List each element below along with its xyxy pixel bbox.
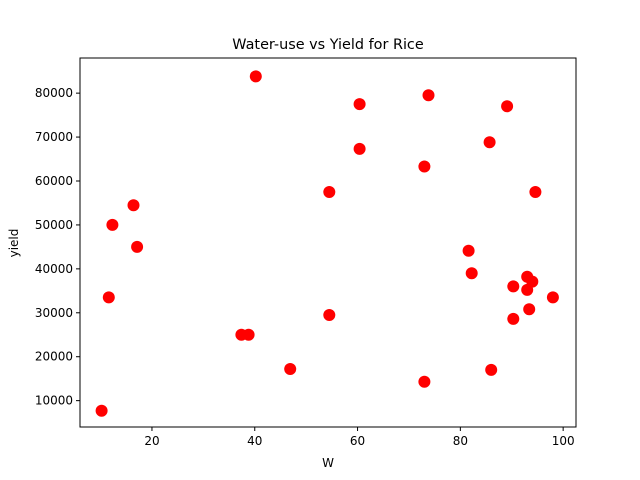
data-point-4 xyxy=(127,199,140,212)
data-point-10 xyxy=(323,186,336,198)
data-point-5 xyxy=(131,240,144,253)
data-point-9 xyxy=(284,363,297,375)
x-tick-label: 80 xyxy=(453,434,468,448)
y-tick-label: 30000 xyxy=(35,306,73,320)
data-point-7 xyxy=(242,328,255,341)
data-point-12 xyxy=(353,98,366,111)
y-axis-label: yield xyxy=(7,229,21,258)
x-tick-label: 40 xyxy=(247,434,262,448)
data-point-26 xyxy=(523,303,536,316)
data-point-23 xyxy=(507,312,520,325)
y-tick-label: 50000 xyxy=(35,218,73,232)
data-point-28 xyxy=(529,186,542,198)
axis-ticks: 20 40 60 80 100 10000 20000 30000 40000 50000 6000… xyxy=(35,86,575,448)
x-tick-label: 20 xyxy=(144,434,159,448)
data-point-15 xyxy=(418,375,431,388)
plot-frame xyxy=(79,57,577,428)
data-point-29 xyxy=(546,291,559,304)
data-point-14 xyxy=(418,160,431,173)
x-tick-label: 100 xyxy=(552,434,575,448)
data-point-2 xyxy=(102,291,115,304)
data-point-18 xyxy=(465,267,478,280)
data-point-20 xyxy=(485,363,498,376)
data-point-13 xyxy=(353,142,366,155)
data-point-16 xyxy=(422,89,435,102)
data-point-8 xyxy=(249,70,262,83)
y-tick-label: 70000 xyxy=(35,130,73,144)
data-point-3 xyxy=(106,218,119,231)
y-tick-label: 40000 xyxy=(35,262,73,276)
y-tick-label: 20000 xyxy=(35,350,73,364)
data-point-22 xyxy=(507,280,520,293)
y-tick-label: 10000 xyxy=(35,394,73,408)
data-point-17 xyxy=(462,244,475,257)
data-point-27 xyxy=(526,275,539,288)
y-tick-label: 80000 xyxy=(35,86,73,100)
x-tick-label: 60 xyxy=(350,434,365,448)
data-point-11 xyxy=(323,309,336,321)
plot-area xyxy=(95,70,559,417)
y-tick-label: 60000 xyxy=(35,174,73,188)
data-point-21 xyxy=(501,100,514,113)
data-point-1 xyxy=(95,404,108,417)
data-point-19 xyxy=(483,136,496,149)
x-axis-label: W xyxy=(322,456,334,470)
chart-title: Water-use vs Yield for Rice xyxy=(232,37,424,53)
